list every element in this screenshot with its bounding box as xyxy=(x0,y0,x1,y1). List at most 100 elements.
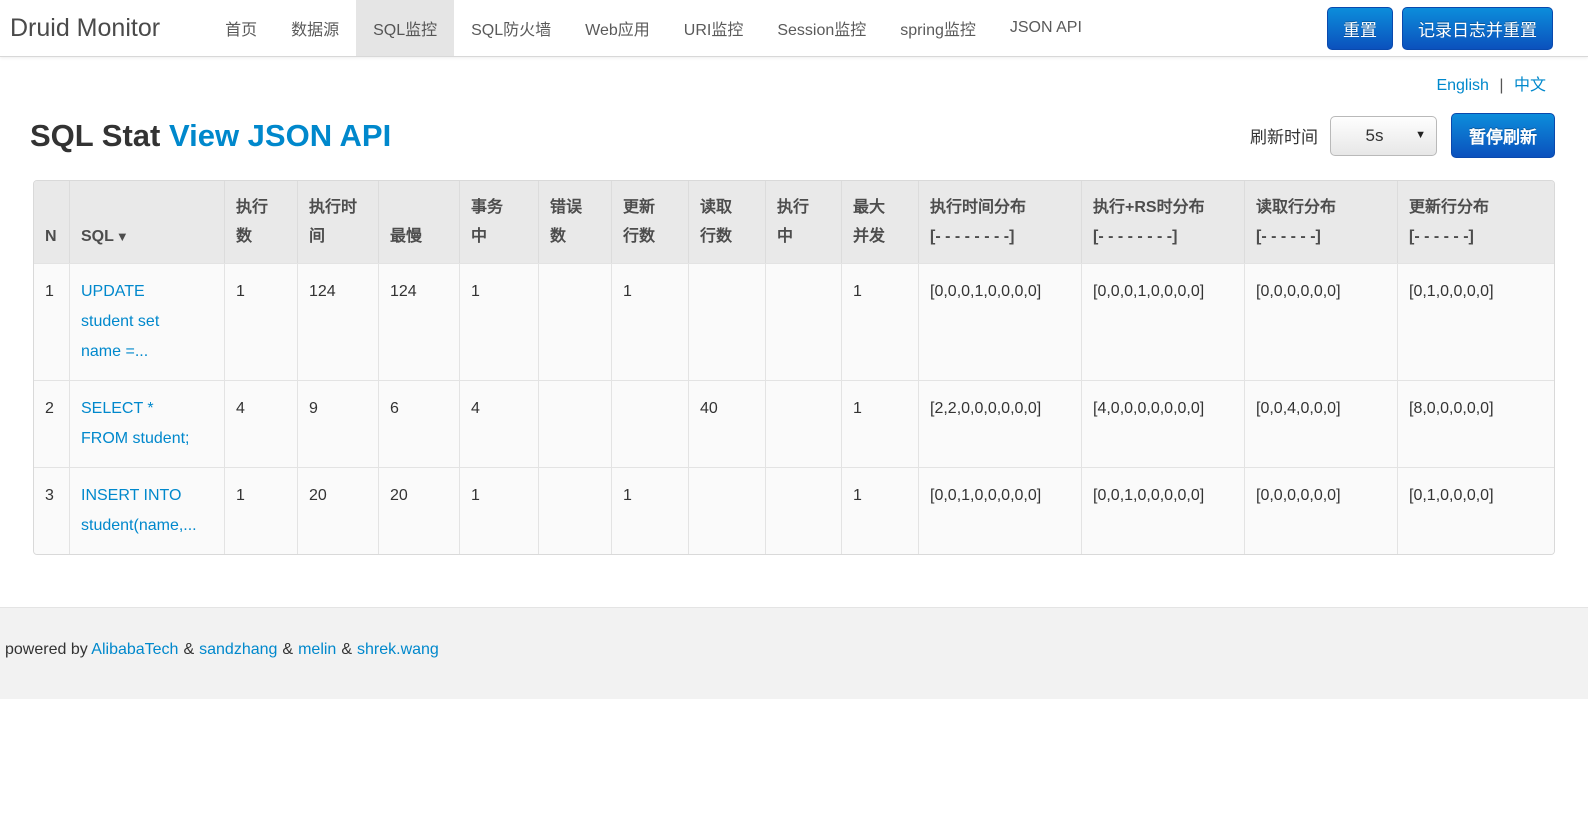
stat-cell-exec-rs-time-dist: [0,0,1,0,0,0,0,0] xyxy=(1081,467,1244,554)
column-label: 更新行分布 [- - - - - -] xyxy=(1409,199,1490,245)
stat-cell-exec-rs-time-dist: [0,0,0,1,0,0,0,0] xyxy=(1081,263,1244,380)
stat-cell-exec-time-dist: [2,2,0,0,0,0,0,0] xyxy=(918,380,1081,467)
footer-separator: & xyxy=(282,641,294,658)
stat-cell-exec-count: 4 xyxy=(224,380,297,467)
footer-separator: & xyxy=(341,641,352,658)
column-label: 事务 中 xyxy=(471,199,504,245)
stat-cell-fetch-row-dist: [0,0,0,0,0,0] xyxy=(1244,263,1397,380)
nav-tab-web-app[interactable]: Web应用 xyxy=(585,22,650,39)
column-label: 读取行分布 [- - - - - -] xyxy=(1256,199,1337,245)
page-title: SQL Stat View JSON API xyxy=(30,118,391,154)
log-and-reset-button[interactable]: 记录日志并重置 xyxy=(1402,6,1553,50)
stat-cell-running xyxy=(765,380,841,467)
stat-cell-exec-time: 124 xyxy=(297,263,378,380)
stat-cell-fetch-rows xyxy=(688,467,765,554)
sql-cell: SELECT * FROM student; xyxy=(69,380,224,467)
row-index-cell: 3 xyxy=(34,467,69,554)
column-header-update-row-dist: 更新行分布 [- - - - - -] xyxy=(1397,181,1554,263)
column-header-sql[interactable]: SQL ▼ xyxy=(69,181,224,263)
stat-cell-exec-time-dist: [0,0,0,1,0,0,0,0] xyxy=(918,263,1081,380)
column-label: 执行时 间 xyxy=(309,199,358,245)
page-header: SQL Stat View JSON API 刷新时间 5s ▼ 暂停刷新 xyxy=(30,113,1555,158)
sql-link[interactable]: UPDATE student set name =... xyxy=(81,283,160,360)
sort-desc-icon: ▼ xyxy=(115,229,129,244)
column-label: SQL xyxy=(81,228,114,245)
column-label: 执行 数 xyxy=(236,199,269,245)
stat-cell-slowest: 20 xyxy=(378,467,459,554)
pause-refresh-button[interactable]: 暂停刷新 xyxy=(1451,113,1555,158)
footer-link-melin[interactable]: melin xyxy=(298,641,337,658)
column-label: N xyxy=(45,228,57,245)
footer-link-shrek-wang[interactable]: shrek.wang xyxy=(357,641,439,658)
sql-cell: UPDATE student set name =... xyxy=(69,263,224,380)
stat-cell-max-concurrent: 1 xyxy=(841,263,918,380)
stat-cell-exec-count: 1 xyxy=(224,467,297,554)
column-header-running: 执行 中 xyxy=(765,181,841,263)
column-label: 读取 行数 xyxy=(700,199,733,245)
row-index-cell: 2 xyxy=(34,380,69,467)
language-link-chinese[interactable]: 中文 xyxy=(1513,77,1546,94)
stat-cell-update-rows xyxy=(611,380,688,467)
sql-link[interactable]: INSERT INTO student(name,... xyxy=(81,487,197,534)
reset-button[interactable]: 重置 xyxy=(1327,6,1393,50)
nav-tab-spring-monitor[interactable]: spring监控 xyxy=(900,22,976,39)
page-title-text: SQL Stat xyxy=(30,117,161,153)
stat-cell-in-txn: 4 xyxy=(459,380,538,467)
language-link-english[interactable]: English xyxy=(1436,77,1489,94)
refresh-interval-label: 刷新时间 xyxy=(1250,128,1318,147)
column-header-error-count: 错误 数 xyxy=(538,181,611,263)
stat-cell-slowest: 6 xyxy=(378,380,459,467)
stat-cell-error-count xyxy=(538,263,611,380)
column-header-exec-rs-time-dist: 执行+RS时分布 [- - - - - - - -] xyxy=(1081,181,1244,263)
column-label: 执行时间分布 [- - - - - - - -] xyxy=(930,199,1027,245)
column-header-fetch-rows: 读取 行数 xyxy=(688,181,765,263)
column-header-exec-time: 执行时 间 xyxy=(297,181,378,263)
nav-tab-session-monitor[interactable]: Session监控 xyxy=(777,22,867,39)
sql-stat-table: N SQL ▼ 执行 数 执行时 间最慢 事务 中 错误 数 更新 行数 读取 行数 执行 中 最大… xyxy=(34,181,1554,554)
footer-link-alibabatech[interactable]: AlibabaTech xyxy=(91,641,179,658)
page-footer: powered by AlibabaTech & sandzhang & melin & s… xyxy=(0,607,1588,699)
stat-cell-max-concurrent: 1 xyxy=(841,380,918,467)
nav-tab-json-api[interactable]: JSON API xyxy=(1009,19,1082,36)
column-label: 执行 中 xyxy=(777,199,810,245)
stat-cell-exec-time: 9 xyxy=(297,380,378,467)
refresh-interval-select[interactable]: 5s xyxy=(1330,115,1437,156)
nav-tab-datasource[interactable]: 数据源 xyxy=(291,22,340,39)
stat-cell-slowest: 124 xyxy=(378,263,459,380)
view-json-api-link[interactable]: View JSON API xyxy=(168,117,392,153)
nav-tab-sql-monitor[interactable]: SQL监控 xyxy=(356,0,455,56)
footer-link-sandzhang[interactable]: sandzhang xyxy=(199,641,278,658)
column-label: 最大 并发 xyxy=(853,199,886,245)
nav-tab-uri-monitor[interactable]: URI监控 xyxy=(683,22,744,39)
column-header-fetch-row-dist: 读取行分布 [- - - - - -] xyxy=(1244,181,1397,263)
column-header-n: N xyxy=(34,181,69,263)
footer-links: AlibabaTech & sandzhang & melin & shrek.wang xyxy=(91,641,439,658)
stat-cell-exec-time: 20 xyxy=(297,467,378,554)
stat-cell-fetch-row-dist: [0,0,0,0,0,0] xyxy=(1244,467,1397,554)
table-row: 1 UPDATE student set name =... 1 124 124 1 1 1[… xyxy=(34,263,1554,380)
stat-cell-in-txn: 1 xyxy=(459,467,538,554)
table-row: 2 SELECT * FROM student; 4 9 6 4 40 1 [2,2,0,0,0… xyxy=(34,380,1554,467)
stat-cell-update-rows: 1 xyxy=(611,263,688,380)
refresh-interval-select-wrap: 5s ▼ xyxy=(1330,115,1437,156)
stat-cell-exec-time-dist: [0,0,1,0,0,0,0,0] xyxy=(918,467,1081,554)
row-index-cell: 1 xyxy=(34,263,69,380)
sql-link[interactable]: SELECT * FROM student; xyxy=(81,400,190,447)
nav-tab-home[interactable]: 首页 xyxy=(225,22,258,39)
language-separator: | xyxy=(1499,77,1504,94)
main-content: English | 中文 SQL Stat View JSON API 刷新时间… xyxy=(0,57,1588,555)
column-header-exec-count: 执行 数 xyxy=(224,181,297,263)
nav-tab-sql-wall[interactable]: SQL防火墙 xyxy=(471,22,552,39)
column-label: 错误 数 xyxy=(550,199,583,245)
column-header-slowest: 最慢 xyxy=(378,181,459,263)
column-label: 最慢 xyxy=(390,228,423,245)
stat-cell-fetch-row-dist: [0,0,4,0,0,0] xyxy=(1244,380,1397,467)
stat-cell-max-concurrent: 1 xyxy=(841,467,918,554)
stat-cell-in-txn: 1 xyxy=(459,263,538,380)
navbar: Druid Monitor 首页 数据源 SQL监控 SQL防火墙 Web应用 URI监控… xyxy=(0,0,1588,57)
stat-cell-exec-count: 1 xyxy=(224,263,297,380)
footer-separator: & xyxy=(183,641,195,658)
stat-cell-fetch-rows xyxy=(688,263,765,380)
stat-cell-fetch-rows: 40 xyxy=(688,380,765,467)
column-header-update-rows: 更新 行数 xyxy=(611,181,688,263)
